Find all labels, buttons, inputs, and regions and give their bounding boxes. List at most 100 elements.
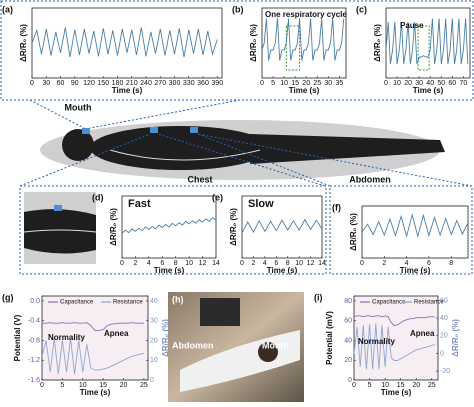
body-figure: Mouth Chest Abdomen [19, 99, 473, 187]
x-tick-label: 12 [199, 260, 207, 267]
y-tick-label: 0.0 [30, 298, 40, 305]
x-tick-label: 0 [384, 80, 388, 87]
plot-frame [241, 195, 323, 259]
x-tick-label: 25 [428, 382, 436, 389]
sensor [54, 205, 62, 211]
panel-label: (e) [212, 192, 223, 202]
annotation: Normality [358, 337, 395, 346]
x-tick-label: 4 [405, 260, 409, 267]
y-axis-label: ΔR/R₀ (%) [229, 208, 238, 246]
legend-label: Capacitance [372, 300, 406, 306]
data-line [241, 218, 323, 234]
x-axis-label: Time (s) [80, 388, 111, 397]
x-tick-label: 5 [271, 80, 275, 87]
plot-frame [261, 7, 347, 79]
legend-label: Capacitance [60, 300, 94, 306]
panel-label: (b) [232, 4, 244, 14]
x-tick-label: 5 [368, 382, 372, 389]
x-tick-label: 4 [263, 260, 267, 267]
y2-tick-label: 20 [150, 337, 158, 344]
head [62, 129, 94, 161]
sensor [82, 128, 90, 134]
panel-label: (f) [332, 202, 341, 212]
arm [109, 149, 261, 161]
x-tick-label: 30 [415, 80, 423, 87]
y2-tick-label: 10 [150, 357, 158, 364]
legend-label: Resistance [113, 300, 143, 306]
x-tick-label: 30 [324, 80, 332, 87]
x-tick-label: 10 [381, 382, 389, 389]
x-tick-label: 35 [335, 80, 343, 87]
x-tick-label: 6 [274, 260, 278, 267]
y2-tick-label: 60 [440, 297, 448, 304]
photo-label: Mouth [262, 340, 289, 350]
x-tick-label: 15 [397, 382, 405, 389]
highlight-box [285, 25, 301, 71]
annotation: Pause [400, 21, 424, 30]
y2-tick-label: -20 [440, 368, 450, 375]
x-tick-label: 14 [212, 260, 220, 267]
data-line [41, 338, 145, 375]
x-tick-label: 30 [42, 80, 50, 87]
x-tick-label: 10 [185, 260, 193, 267]
x-tick-label: 0 [40, 382, 44, 389]
y2-tick-label: 0 [440, 350, 444, 357]
plot-frame [41, 295, 149, 381]
y2-tick-label: 40 [150, 298, 158, 305]
y-tick-label: -1.6 [28, 377, 40, 384]
plot-frame [353, 295, 439, 381]
x-tick-label: 360 [197, 80, 209, 87]
plot-frame [385, 7, 471, 79]
x-tick-label: 14 [318, 260, 326, 267]
connector [157, 133, 326, 187]
y-tick-label: -0.4 [28, 318, 40, 325]
sensor [190, 127, 198, 133]
photo: (h) Abdomen Mouth [168, 292, 304, 402]
top-frame [0, 0, 474, 101]
y2-tick-label: 20 [440, 333, 448, 340]
connector [197, 133, 473, 187]
annotation: Normality [48, 333, 85, 342]
panel-label: (g) [2, 292, 14, 302]
x-tick-label: 10 [280, 80, 288, 87]
x-tick-label: 10 [295, 260, 303, 267]
x-tick-label: 0 [360, 260, 364, 267]
inset-torso [24, 209, 96, 254]
x-tick-label: 2 [251, 260, 255, 267]
data-line [385, 18, 469, 65]
data-line [121, 217, 217, 234]
x-tick-label: 0 [240, 260, 244, 267]
panel-label: (h) [172, 294, 184, 304]
x-tick-label: 6 [427, 260, 431, 267]
y-tick-label: -1.2 [28, 357, 40, 364]
y-axis-label: ΔR/R₀ (%) [19, 24, 28, 62]
x-tick-label: 60 [448, 80, 456, 87]
data-line [42, 322, 144, 332]
y-axis-label: Potential (mV) [325, 311, 334, 365]
x-tick-label: 300 [169, 80, 181, 87]
y-axis-label: ΔR/R₀ (%) [373, 24, 382, 62]
x-axis-label: Time (s) [112, 86, 143, 95]
x-tick-label: 90 [71, 80, 79, 87]
x-tick-label: 20 [412, 382, 420, 389]
abdomen-frame [329, 185, 473, 275]
y-axis-label: ΔR/R₀ (%) [349, 213, 358, 251]
x-tick-label: 0 [120, 260, 124, 267]
y-tick-label: 80 [344, 298, 352, 305]
legs [250, 134, 445, 164]
torso [90, 126, 270, 170]
data-line [353, 315, 435, 327]
x-tick-label: 8 [174, 260, 178, 267]
data-line [261, 18, 345, 61]
panel-label: (c) [356, 4, 367, 14]
plot-frame [121, 195, 217, 259]
legend-label: Resistance [414, 300, 444, 306]
x-tick-label: 2 [133, 260, 137, 267]
data-line [31, 27, 218, 58]
x-tick-label: 240 [140, 80, 152, 87]
x-tick-label: 2 [382, 260, 386, 267]
annotation: One respiratory cycle [265, 10, 347, 19]
x-tick-label: 25 [140, 382, 148, 389]
x-tick-label: 10 [79, 382, 87, 389]
y-axis-label: Potential (V) [13, 314, 22, 361]
